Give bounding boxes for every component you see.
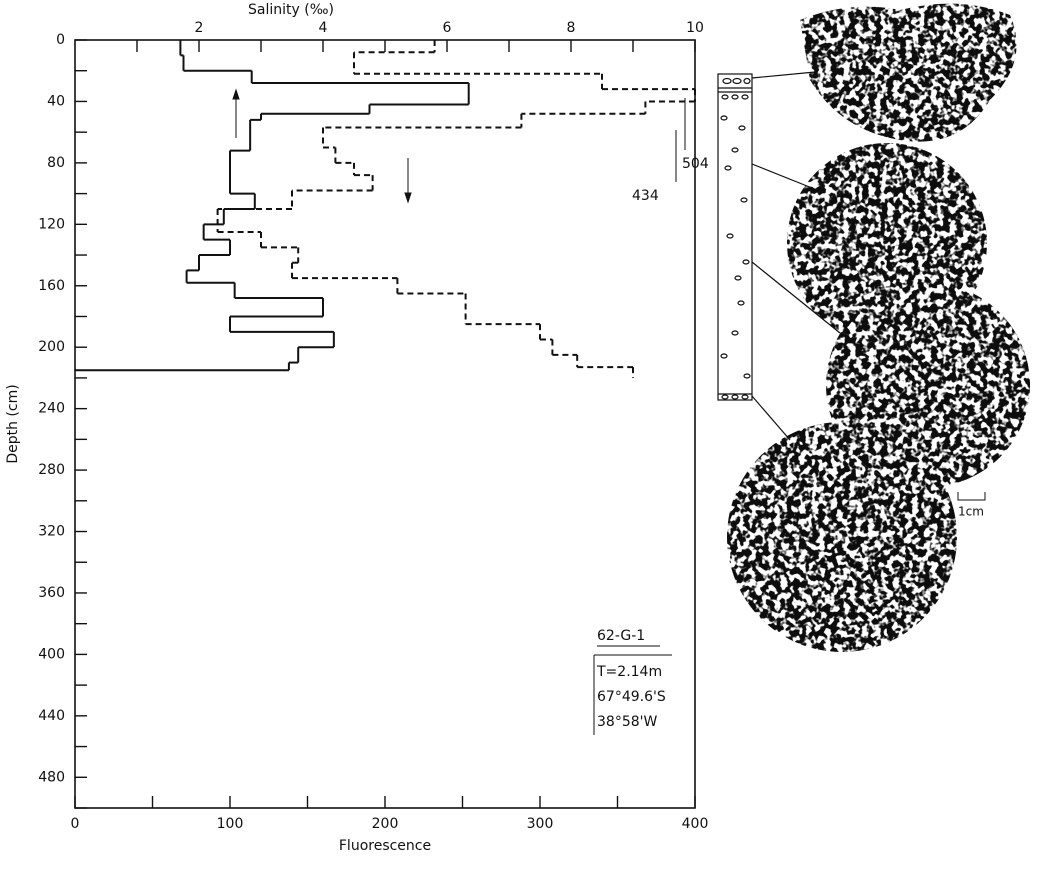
inset-length: T=2.14m: [596, 664, 662, 680]
inset-longitude: 38°58'W: [597, 714, 657, 730]
x2-tick-label: 8: [567, 20, 576, 36]
annotation: 434: [632, 188, 659, 204]
x-tick-label: 300: [527, 816, 554, 832]
x2-tick-label: 10: [686, 20, 704, 36]
x-tick-label: 100: [217, 816, 244, 832]
core-photographs: [727, 3, 1030, 652]
annotation: 504: [682, 156, 709, 172]
inset: 62-G-1 T=2.14m 67°49.6'S 38°58'W: [593, 628, 672, 735]
inset-latitude: 67°49.6'S: [597, 689, 666, 705]
x-tick-label: 400: [682, 816, 709, 832]
x-axis-label: Fluorescence: [339, 838, 431, 854]
y-tick-label: 200: [38, 339, 65, 355]
y-tick-label: 120: [38, 216, 65, 232]
scale-label: 1cm: [958, 505, 984, 519]
inset-core: 62-G-1: [597, 628, 645, 644]
y-tick-label: 400: [38, 646, 65, 662]
y-axis-label: Depth (cm): [5, 384, 21, 463]
x2-tick-label: 4: [319, 20, 328, 36]
y-tick-label: 280: [38, 462, 65, 478]
y-tick-label: 0: [56, 32, 65, 48]
y-tick-label: 480: [38, 769, 65, 785]
scale-bar: 1cm: [957, 492, 986, 519]
y-tick-label: 80: [47, 155, 65, 171]
x2-tick-label: 2: [195, 20, 204, 36]
y-tick-label: 440: [38, 708, 65, 724]
x-tick-label: 200: [372, 816, 399, 832]
core-column: [717, 71, 841, 441]
x2-axis-label: Salinity (‰): [248, 2, 334, 18]
y-tick-label: 360: [38, 585, 65, 601]
x-tick-label: 0: [71, 816, 80, 832]
y-tick-label: 320: [38, 524, 65, 540]
x2-tick-label: 6: [443, 20, 452, 36]
y-tick-label: 160: [38, 278, 65, 294]
arrows: [232, 88, 686, 204]
y-tick-label: 40: [47, 93, 65, 109]
y-tick-label: 240: [38, 401, 65, 417]
